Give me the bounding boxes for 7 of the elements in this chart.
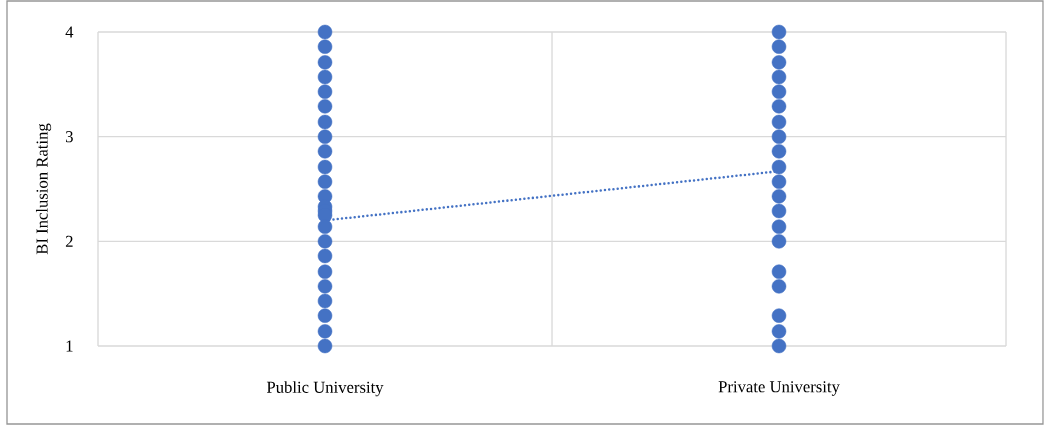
y-axis-title: BI Inclusion Rating <box>35 123 52 255</box>
x-tick-label: Public University <box>266 381 384 397</box>
y-tick-label: 2 <box>65 235 73 247</box>
y-tick-label: 3 <box>65 131 73 143</box>
x-tick-label: Private University <box>718 381 840 396</box>
y-tick-label: 1 <box>66 340 73 352</box>
y-tick-label: 4 <box>65 26 74 38</box>
